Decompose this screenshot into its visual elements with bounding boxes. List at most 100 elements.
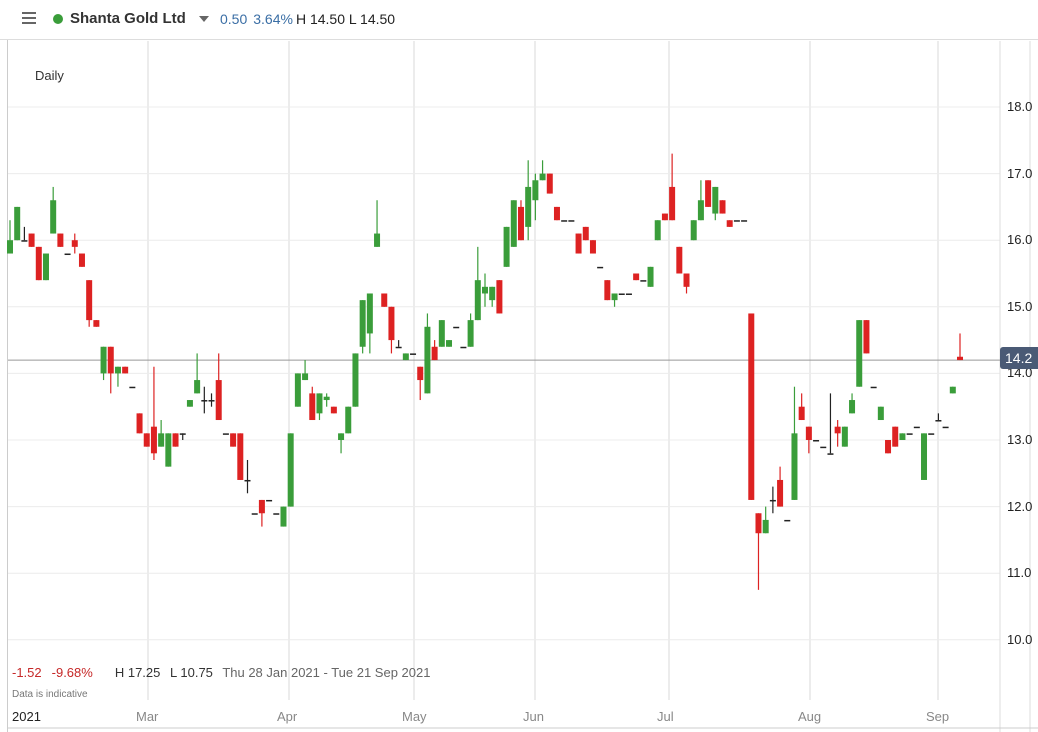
period-high: H 17.25 [114, 665, 161, 680]
y-tick-label: 13.0 [1007, 432, 1033, 447]
candle [7, 220, 13, 254]
x-tick-label: Aug [798, 709, 822, 724]
candle [863, 320, 870, 354]
candle [64, 253, 71, 256]
candle-body [482, 286, 488, 294]
candle [100, 346, 107, 381]
candle-body [395, 346, 402, 349]
candle [942, 426, 949, 429]
hamburger-menu-icon[interactable] [22, 12, 36, 24]
candle-body [230, 433, 237, 447]
candle [741, 220, 748, 222]
candle-body [489, 286, 496, 301]
candle-body [402, 353, 409, 361]
candle [877, 406, 884, 421]
candle-body [78, 253, 85, 267]
candle-body [777, 479, 784, 507]
x-tick-label: Jul [657, 709, 674, 724]
candle [446, 340, 453, 347]
y-tick-label: 17.0 [1007, 165, 1033, 181]
candle [201, 386, 208, 414]
candle-body [733, 220, 740, 222]
candle [661, 213, 668, 221]
candle-body [186, 400, 193, 407]
candle-body [906, 433, 913, 435]
candle [143, 433, 150, 447]
candle [374, 200, 381, 247]
candle-body [503, 226, 510, 267]
candle-body [841, 426, 848, 447]
candle-body [669, 186, 676, 221]
candle-body [957, 356, 963, 361]
candle [467, 313, 474, 347]
candle-body [388, 306, 395, 341]
candle-body [71, 240, 78, 247]
candle [93, 320, 100, 327]
candle-body [122, 366, 129, 374]
candle-body [201, 400, 208, 402]
candle-body [863, 320, 870, 354]
candle [532, 173, 539, 221]
candle-body [949, 386, 956, 394]
candle-body [849, 400, 856, 414]
candle [949, 386, 956, 394]
candle-body [568, 220, 575, 222]
day-high: H 14.50 [295, 11, 345, 27]
candle-body [755, 513, 762, 534]
candle-body [935, 420, 942, 422]
candle-body [345, 406, 352, 434]
candle [208, 393, 215, 407]
candle-body [597, 266, 604, 269]
candle [165, 433, 172, 467]
candle [222, 433, 229, 435]
instrument-dropdown-caret-icon[interactable] [199, 16, 209, 22]
candle [424, 313, 431, 394]
candle [748, 313, 755, 500]
candle [395, 340, 402, 349]
candle-body [266, 499, 273, 502]
candle-body [625, 293, 632, 295]
instrument-name[interactable]: Shanta Gold Ltd [70, 10, 186, 27]
candle-body [438, 320, 445, 347]
interval-label[interactable]: Daily [35, 68, 64, 83]
candle-body [748, 313, 755, 500]
period-stats: -1.52 -9.68% H 17.25 L 10.75 Thu 28 Jan 20… [12, 665, 430, 680]
candle [431, 340, 438, 361]
candle [438, 320, 445, 347]
candle [755, 513, 762, 590]
candle [345, 406, 352, 434]
candle-body [460, 346, 467, 349]
candle-body [604, 280, 611, 301]
candle-body [885, 440, 892, 454]
candle [496, 280, 503, 314]
candle-body [93, 320, 100, 327]
candle [381, 293, 388, 307]
candle-body [683, 273, 690, 287]
y-tick-label: 10.0 [1007, 631, 1033, 647]
candle-body [352, 353, 359, 407]
candle [957, 333, 963, 361]
candle-body [913, 426, 920, 429]
candle-body [237, 433, 244, 480]
candle [107, 346, 114, 394]
candle-body [582, 226, 589, 241]
candle-body [805, 426, 812, 440]
candle [122, 366, 129, 374]
candle [705, 180, 712, 207]
x-tick-label: Jun [523, 709, 544, 724]
candle-body [553, 206, 560, 221]
candle-body [14, 206, 21, 241]
candle-body [194, 380, 201, 394]
candle-body [143, 433, 150, 447]
candle [287, 433, 294, 507]
candle [57, 233, 64, 247]
candle [35, 246, 42, 281]
candle-body [589, 240, 596, 254]
candle-body [64, 253, 71, 256]
candle-body [100, 346, 107, 374]
y-tick-label: 12.0 [1007, 498, 1033, 514]
candle [618, 293, 625, 295]
candle [582, 226, 589, 241]
quote-summary: 0.50 3.64% H 14.50 L 14.50 [220, 11, 395, 27]
